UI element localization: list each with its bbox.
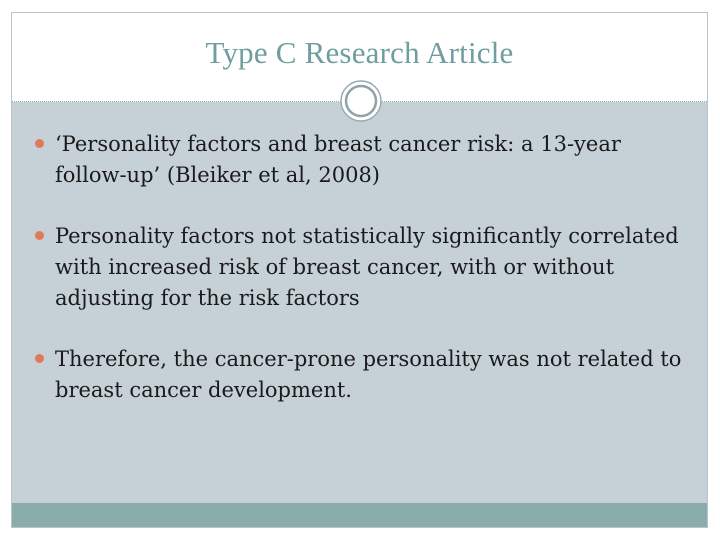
content-area — [12, 102, 707, 503]
bullet-icon — [35, 354, 44, 363]
bullet-text: Personality factors not statistically si… — [55, 224, 679, 310]
bullet-list: ‘Personality factors and breast cancer r… — [33, 129, 688, 436]
slide-title: Type C Research Article — [205, 35, 514, 70]
bottom-band — [12, 503, 707, 527]
bullet-text: ‘Personality factors and breast cancer r… — [55, 132, 621, 187]
bullet-icon — [35, 231, 44, 240]
bullet-text: Therefore, the cancer-prone personality … — [55, 347, 682, 402]
bullet-item: ‘Personality factors and breast cancer r… — [33, 129, 688, 191]
slide-frame: Type C Research Article ‘Personality fac… — [11, 12, 708, 528]
circle-ornament-icon — [340, 80, 382, 122]
bullet-icon — [35, 139, 44, 148]
bullet-item: Personality factors not statistically si… — [33, 221, 688, 314]
bullet-item: Therefore, the cancer-prone personality … — [33, 344, 688, 406]
